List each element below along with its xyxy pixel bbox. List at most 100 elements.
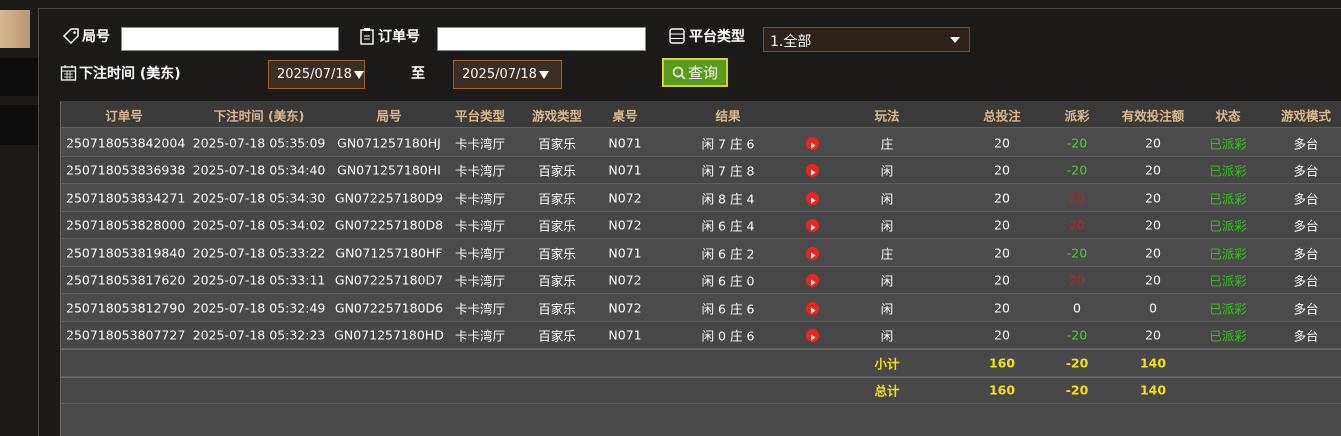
play-icon[interactable] — [806, 274, 819, 288]
table-cell: 闲 — [880, 163, 894, 179]
table-cell: N072 — [608, 217, 642, 233]
table-cell: GN072257180D8 — [334, 217, 444, 233]
table-row — [61, 156, 1341, 184]
summary-cell: 160 — [988, 382, 1016, 398]
column-header: 订单号 — [105, 108, 143, 123]
table-cell: 卡卡湾厅 — [454, 191, 506, 207]
table-cell: 0 — [1073, 300, 1081, 316]
table-cell: 20 — [1069, 272, 1085, 288]
table-cell: 卡卡湾厅 — [454, 246, 506, 262]
date-to[interactable]: 2025/07/18 — [453, 60, 562, 89]
sidebar-item[interactable] — [0, 58, 38, 96]
table-cell: 已派彩 — [1209, 273, 1247, 289]
column-header: 桌号 — [612, 108, 638, 123]
table-cell: 闲 8 庄 4 — [701, 191, 755, 207]
column-header: 结果 — [715, 108, 741, 123]
tag-icon — [62, 28, 79, 45]
table-cell: GN071257180HF — [335, 245, 443, 261]
table-cell: 2025-07-18 05:34:40 — [192, 162, 326, 178]
column-header: 状态 — [1215, 108, 1241, 123]
table-cell: 百家乐 — [538, 191, 576, 207]
table-cell: 已派彩 — [1209, 163, 1247, 179]
table-cell: 闲 — [880, 191, 894, 207]
summary-row — [61, 376, 1341, 404]
play-icon[interactable] — [806, 329, 819, 343]
table-header — [61, 101, 1341, 128]
play-icon[interactable] — [806, 164, 819, 178]
table-cell: 百家乐 — [538, 163, 576, 179]
table-cell: 闲 — [880, 301, 894, 317]
dropdown-arrow — [538, 70, 549, 79]
table-cell: N072 — [608, 272, 642, 288]
sidebar-item[interactable] — [0, 105, 38, 145]
play-icon[interactable] — [806, 191, 819, 205]
round-input[interactable] — [121, 27, 339, 51]
table-cell: 20 — [1145, 135, 1161, 151]
table-cell: 百家乐 — [538, 301, 576, 317]
table-cell: 250718053812790 — [66, 300, 186, 316]
play-triangle — [811, 279, 816, 286]
round-label: 局号 — [82, 29, 110, 45]
table-cell: GN071257180HD — [334, 327, 444, 343]
table-cell: 20 — [994, 245, 1010, 261]
table-cell: 已派彩 — [1209, 246, 1247, 262]
table-cell: 已派彩 — [1209, 328, 1247, 344]
play-triangle — [811, 252, 816, 259]
table-cell: N072 — [608, 300, 642, 316]
calendar-icon — [60, 65, 77, 81]
table-cell: GN072257180D6 — [334, 300, 444, 316]
order-input[interactable] — [437, 27, 646, 51]
table-cell: 已派彩 — [1209, 191, 1247, 207]
table-cell: GN071257180HJ — [337, 135, 441, 151]
sidebar-tab[interactable] — [0, 10, 30, 48]
column-header: 游戏类型 — [531, 108, 583, 123]
table-row — [61, 239, 1341, 267]
play-icon[interactable] — [806, 246, 819, 260]
column-header: 平台类型 — [454, 108, 506, 123]
table-cell: 闲 6 庄 2 — [701, 246, 755, 262]
play-triangle — [811, 224, 816, 231]
table-cell: 20 — [1145, 327, 1161, 343]
column-header: 游戏模式 — [1280, 108, 1332, 123]
divider — [38, 8, 39, 436]
play-icon[interactable] — [806, 219, 819, 233]
play-triangle — [811, 307, 816, 314]
summary-cell: -20 — [1065, 382, 1089, 398]
table-cell: 20 — [1069, 190, 1085, 206]
table-cell: GN072257180D7 — [334, 272, 444, 288]
table-cell: -20 — [1066, 327, 1088, 343]
table-cell: 2025-07-18 05:35:09 — [192, 135, 326, 151]
table-cell: 闲 — [880, 328, 894, 344]
table-cell: 卡卡湾厅 — [454, 218, 506, 234]
table-cell: 卡卡湾厅 — [454, 273, 506, 289]
table-cell: 2025-07-18 05:32:23 — [192, 327, 326, 343]
table-cell: 20 — [1069, 217, 1085, 233]
table-cell: 2025-07-18 05:33:11 — [192, 272, 326, 288]
play-icon[interactable] — [806, 136, 819, 150]
summary-cell: 160 — [988, 355, 1016, 371]
play-icon[interactable] — [806, 301, 819, 315]
table-cell: 庄 — [880, 136, 894, 152]
divider — [38, 8, 1341, 9]
query-button[interactable]: 查询 — [662, 58, 728, 87]
table-cell: 2025-07-18 05:33:22 — [192, 245, 326, 261]
table-cell: 已派彩 — [1209, 301, 1247, 317]
table-cell: 多台 — [1293, 136, 1319, 152]
platform-label: 平台类型 — [689, 29, 745, 45]
list-icon — [669, 28, 685, 44]
table-cell: 250718053842004 — [66, 135, 186, 151]
table-cell: 20 — [1145, 272, 1161, 288]
table-cell: 百家乐 — [538, 136, 576, 152]
date-from[interactable]: 2025/07/18 — [268, 60, 365, 89]
table-cell: 闲 7 庄 8 — [701, 163, 755, 179]
table-cell: 2025-07-18 05:34:02 — [192, 217, 326, 233]
play-triangle — [811, 197, 816, 204]
column-header: 总投注 — [983, 108, 1021, 123]
table-cell: N071 — [608, 135, 642, 151]
date-to-value: 2025/07/18 — [462, 67, 537, 82]
table-cell: N071 — [608, 327, 642, 343]
platform-select[interactable]: 1.全部 — [763, 27, 970, 52]
time-label: 下注时间 (美东) — [79, 66, 181, 82]
table-cell: 20 — [1145, 245, 1161, 261]
table-cell: 闲 7 庄 6 — [701, 136, 755, 152]
